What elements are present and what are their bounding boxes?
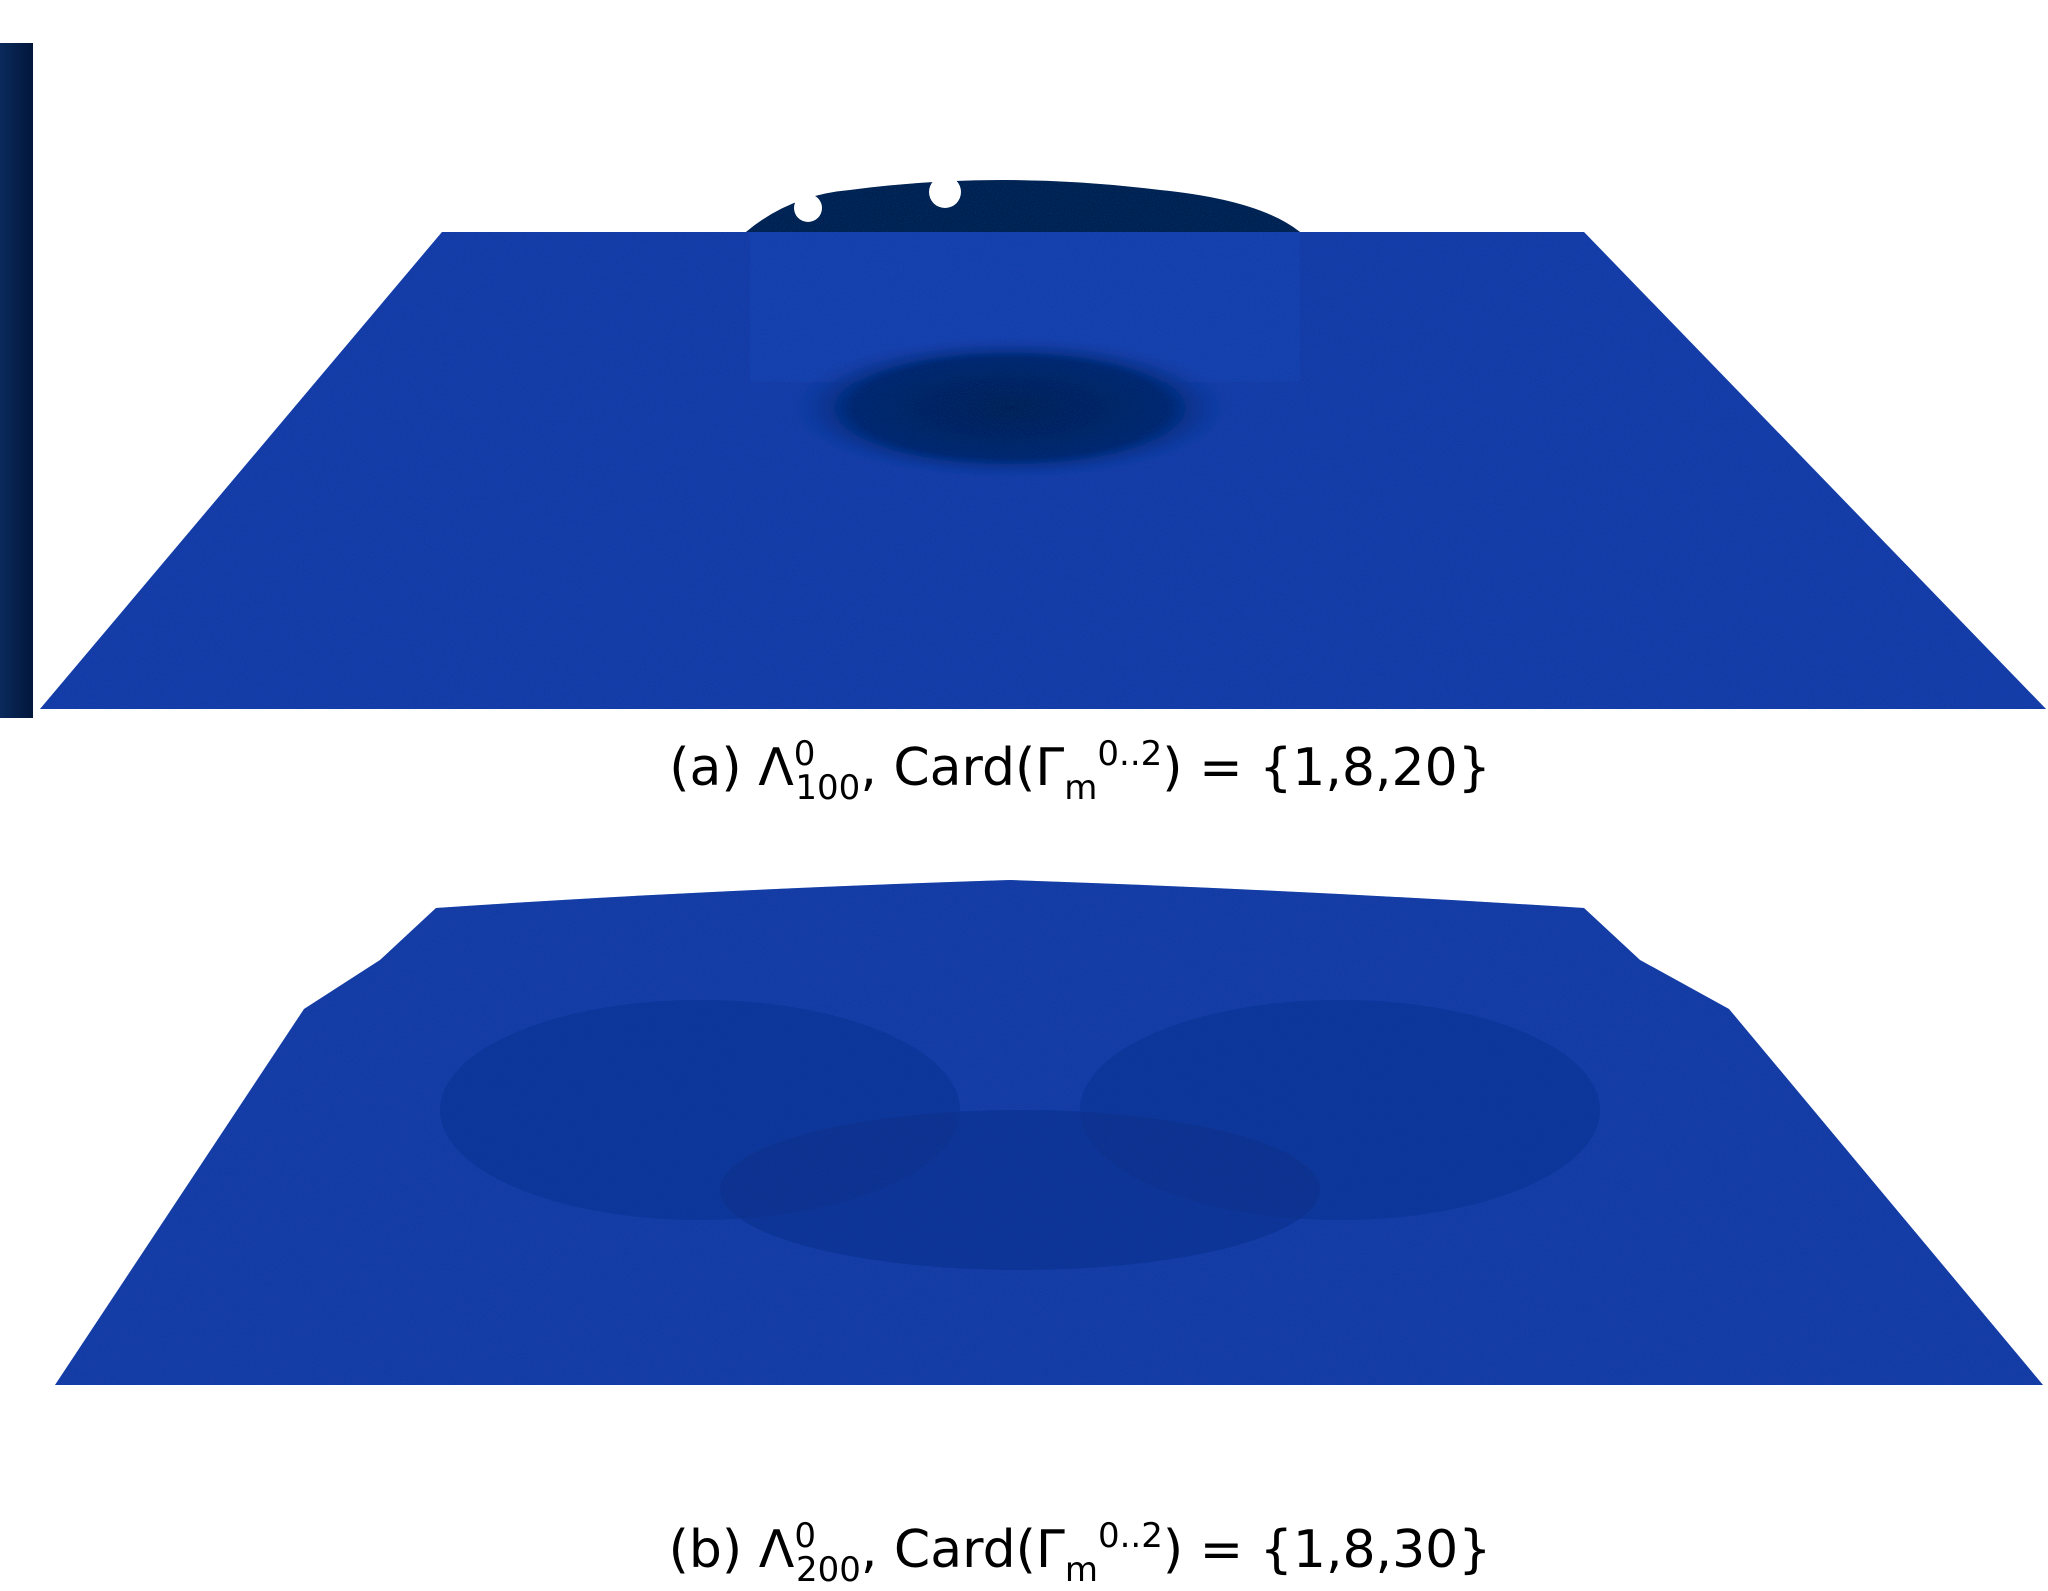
figure: (a) Λ0100, Card(Γm0..2) = {1,8,20} (b) Λ… [0, 0, 2048, 1591]
caption-part: ) = {1,8,20} [1162, 738, 1490, 798]
caption-part: , Card(Γ [860, 738, 1064, 798]
side-bar [0, 43, 33, 718]
caption-sup: 0..2 [1097, 734, 1162, 774]
bubble [929, 176, 961, 208]
caption-sub: m [1065, 1550, 1098, 1590]
caption-sup: 0..2 [1098, 1516, 1163, 1556]
caption-part: (b) Λ [669, 1520, 795, 1580]
caption-part: ) = {1,8,30} [1163, 1520, 1491, 1580]
bubble [794, 194, 822, 222]
caption-part: , Card(Γ [861, 1520, 1065, 1580]
caption-sub: 100 [795, 768, 860, 808]
render-a [40, 180, 2046, 709]
body: {"panels": [ {"caption": {"prefix": "(a)… [0, 0, 2048, 1591]
caption-sub: m [1064, 768, 1097, 808]
render-b [55, 880, 2043, 1385]
caption-part: (a) Λ [669, 738, 794, 798]
caption-sub: 200 [796, 1550, 861, 1590]
page: Figure html, body { margin: 0; padding: … [0, 0, 2048, 1591]
